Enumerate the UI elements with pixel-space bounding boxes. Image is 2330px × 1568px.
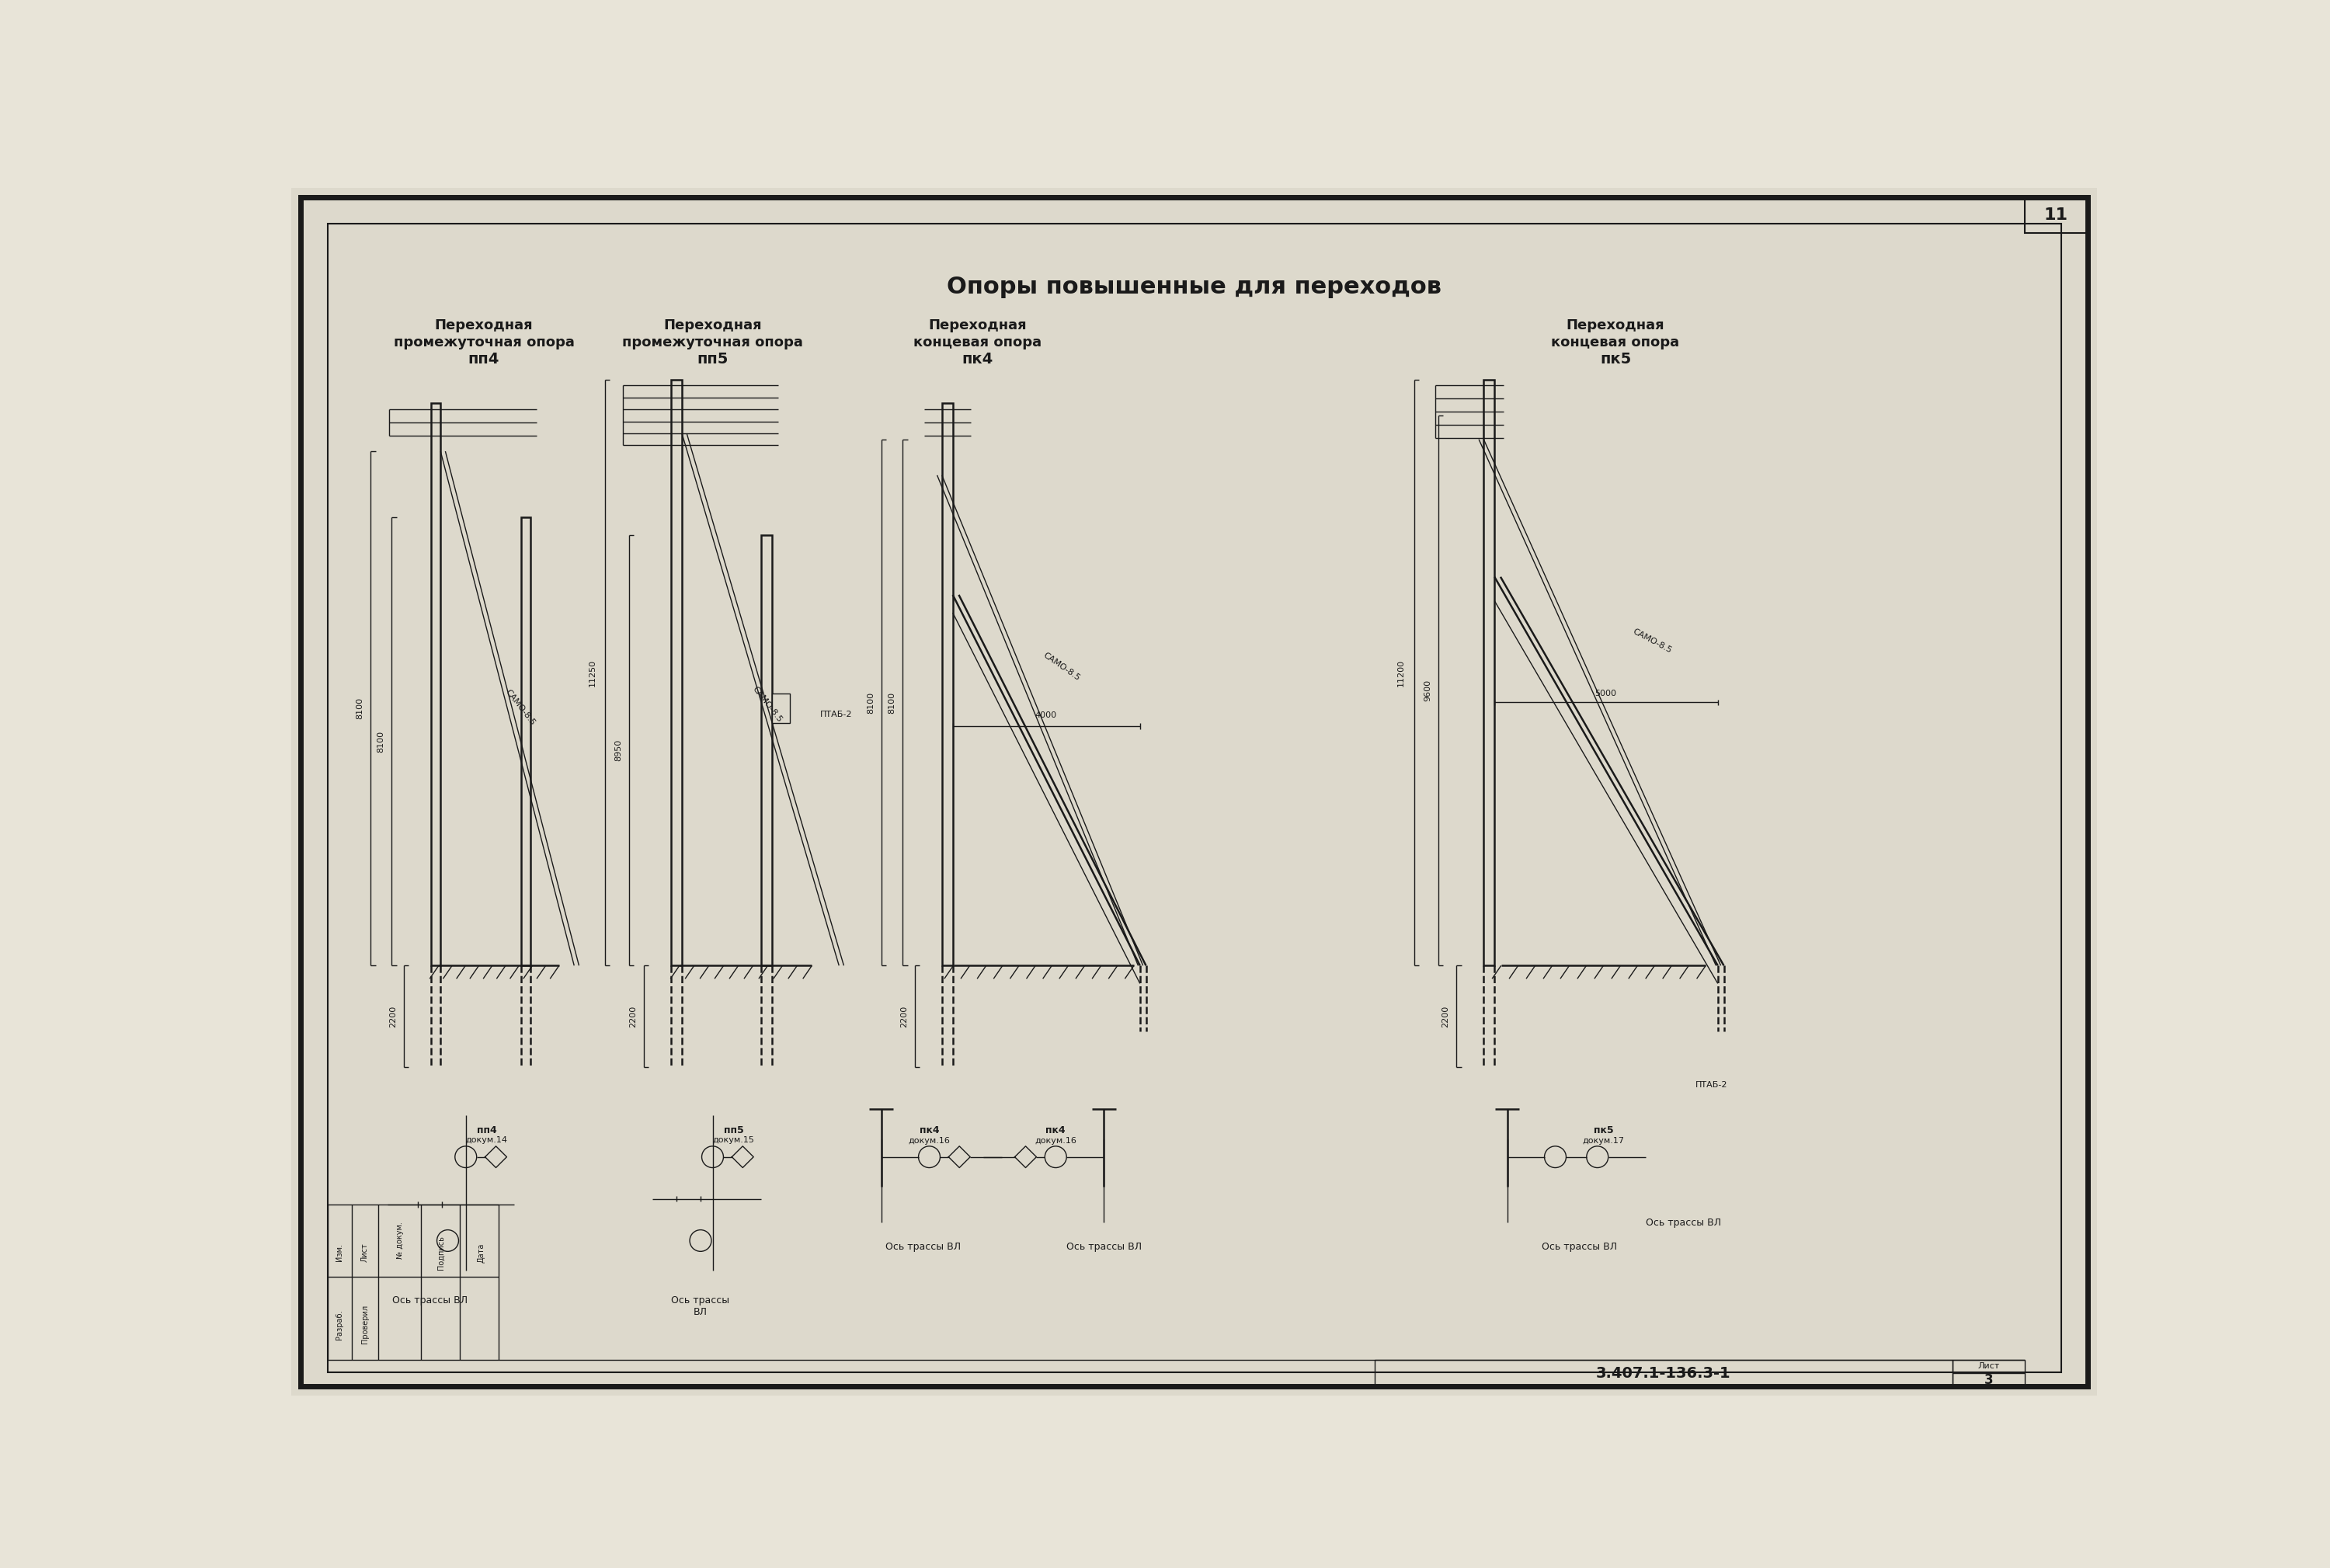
Text: Ось трассы ВЛ: Ось трассы ВЛ <box>1067 1242 1142 1251</box>
Text: пп4: пп4 <box>468 351 499 367</box>
Text: докум.16: докум.16 <box>1035 1137 1076 1145</box>
Text: Ось трассы ВЛ: Ось трассы ВЛ <box>885 1242 960 1251</box>
Text: 8950: 8950 <box>615 739 622 760</box>
Text: Подпись: Подпись <box>436 1236 445 1270</box>
Text: Лист: Лист <box>1978 1363 1999 1370</box>
Text: Переходная: Переходная <box>927 318 1028 332</box>
Bar <box>2025 198 2088 234</box>
Text: докум.17: докум.17 <box>1582 1137 1624 1145</box>
Text: промежуточная опора: промежуточная опора <box>394 336 573 350</box>
Text: САМО-8.5: САМО-8.5 <box>1631 627 1673 654</box>
Text: Ось трассы
ВЛ: Ось трассы ВЛ <box>671 1295 729 1317</box>
Bar <box>522 517 531 966</box>
Text: 5000: 5000 <box>1596 690 1617 698</box>
Bar <box>941 403 953 966</box>
Text: ПТАБ-2: ПТАБ-2 <box>1696 1082 1729 1090</box>
Text: концевая опора: концевая опора <box>913 336 1042 350</box>
Text: 2200: 2200 <box>1442 1005 1449 1027</box>
Text: пк5: пк5 <box>1601 351 1631 367</box>
Text: 3: 3 <box>1985 1374 1992 1388</box>
Bar <box>762 535 771 966</box>
Text: 2200: 2200 <box>629 1005 636 1027</box>
Text: Ось трассы ВЛ: Ось трассы ВЛ <box>1645 1218 1722 1228</box>
Text: 3.407.1-136.3-1: 3.407.1-136.3-1 <box>1596 1366 1731 1381</box>
Text: 8100: 8100 <box>888 691 895 713</box>
Text: САМО-8.5: САМО-8.5 <box>1042 651 1081 682</box>
Bar <box>1484 379 1494 966</box>
Text: пп5: пп5 <box>697 351 729 367</box>
Text: 8100: 8100 <box>377 731 384 753</box>
Text: 9600: 9600 <box>1424 679 1431 701</box>
Text: пк4: пк4 <box>920 1124 939 1135</box>
Text: 4000: 4000 <box>1035 712 1058 720</box>
Bar <box>671 379 683 966</box>
Text: Опоры повышенные для переходов: Опоры повышенные для переходов <box>946 276 1442 298</box>
Text: 8100: 8100 <box>356 698 363 720</box>
Text: Ось трассы ВЛ: Ось трассы ВЛ <box>1542 1242 1617 1251</box>
Text: 11: 11 <box>2043 207 2069 223</box>
Text: концевая опора: концевая опора <box>1552 336 1680 350</box>
Text: САМО-8.5: САМО-8.5 <box>503 688 536 728</box>
Text: Ось трассы ВЛ: Ось трассы ВЛ <box>391 1295 468 1306</box>
Text: Переходная: Переходная <box>436 318 534 332</box>
Text: пп5: пп5 <box>725 1124 743 1135</box>
Text: Лист: Лист <box>361 1243 368 1262</box>
Text: Дата: Дата <box>478 1243 485 1262</box>
Text: САМО-8.5: САМО-8.5 <box>750 685 783 724</box>
Text: 11200: 11200 <box>1398 659 1405 687</box>
Text: 2200: 2200 <box>389 1005 396 1027</box>
Text: промежуточная опора: промежуточная опора <box>622 336 804 350</box>
Text: ПТАБ-2: ПТАБ-2 <box>820 710 853 718</box>
Text: 2200: 2200 <box>899 1005 909 1027</box>
Bar <box>431 403 440 966</box>
Text: докум.15: докум.15 <box>713 1137 755 1145</box>
Text: Переходная: Переходная <box>664 318 762 332</box>
Text: пк5: пк5 <box>1594 1124 1612 1135</box>
Text: Переходная: Переходная <box>1566 318 1664 332</box>
Text: пп4: пп4 <box>478 1124 496 1135</box>
Bar <box>771 693 790 723</box>
Text: пк4: пк4 <box>1046 1124 1065 1135</box>
Text: Изм.: Изм. <box>336 1243 343 1262</box>
Text: докум.14: докум.14 <box>466 1137 508 1145</box>
Text: Проверил: Проверил <box>361 1305 368 1344</box>
Text: Разраб.: Разраб. <box>336 1309 343 1339</box>
Text: 11250: 11250 <box>589 659 596 687</box>
Text: докум.16: докум.16 <box>909 1137 951 1145</box>
Text: 8100: 8100 <box>867 691 874 713</box>
Text: № докум.: № докум. <box>396 1221 403 1259</box>
Text: пк4: пк4 <box>962 351 993 367</box>
